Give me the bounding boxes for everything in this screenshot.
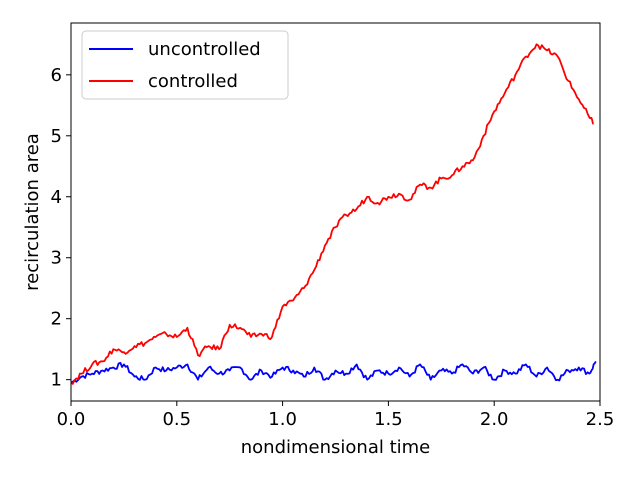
x-axis-label: nondimensional time [241,437,431,458]
y-tick-label: 2 [51,309,62,330]
y-tick-label: 3 [51,248,62,269]
x-tick-label: 1.0 [268,409,297,430]
x-tick-label: 1.5 [374,409,403,430]
x-tick-label: 0.5 [162,409,191,430]
legend: uncontrolled controlled [81,30,289,100]
y-tick-label: 1 [51,370,62,391]
legend-frame [81,30,289,100]
y-tick-label: 5 [51,126,62,147]
x-tick-label: 0.0 [57,409,86,430]
plot-area [70,43,597,385]
x-tick-label: 2.0 [480,409,509,430]
legend-label-controlled: controlled [148,71,238,92]
series-line-controlled [70,43,594,385]
y-axis-label: recirculation area [22,133,43,291]
y-axis: 1 2 3 4 5 6 [51,65,71,391]
legend-label-uncontrolled: uncontrolled [148,39,261,60]
axes-frame [70,22,601,402]
x-tick-label: 2.5 [586,409,615,430]
y-tick-label: 6 [51,65,62,86]
x-axis: 0.0 0.5 1.0 1.5 2.0 2.5 [57,401,615,430]
series-line-uncontrolled [70,360,597,384]
y-tick-label: 4 [51,187,62,208]
